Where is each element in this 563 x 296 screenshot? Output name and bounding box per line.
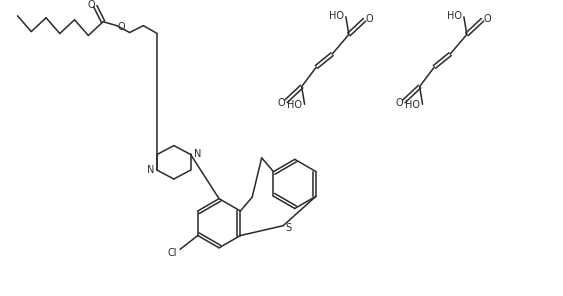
Text: O: O (366, 14, 373, 24)
Text: N: N (194, 149, 201, 160)
Text: O: O (118, 22, 126, 32)
Text: O: O (484, 14, 491, 24)
Text: HO: HO (329, 11, 343, 21)
Text: O: O (87, 0, 95, 10)
Text: HO: HO (446, 11, 462, 21)
Text: O: O (277, 98, 285, 108)
Text: Cl: Cl (167, 248, 177, 258)
Text: HO: HO (405, 100, 420, 110)
Text: N: N (146, 165, 154, 175)
Text: S: S (285, 223, 291, 233)
Text: HO: HO (287, 100, 302, 110)
Text: O: O (395, 98, 403, 108)
